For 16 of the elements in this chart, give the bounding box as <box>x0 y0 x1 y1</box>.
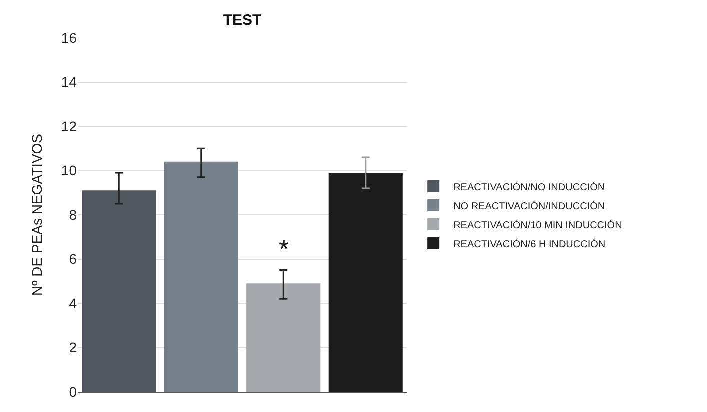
legend-label: NO REACTIVACIÓN/INDUCCIÓN <box>454 200 606 212</box>
legend-label: REACTIVACIÓN/6 H INDUCCIÓN <box>454 238 606 250</box>
y-tick-label: 0 <box>69 384 78 400</box>
y-tick-label: 6 <box>69 251 78 268</box>
y-axis-title: Nº DE PEAs NEGATIVOS <box>29 134 46 296</box>
y-tick-label: 4 <box>69 295 78 312</box>
y-tick-label: 16 <box>61 30 78 46</box>
legend-label: REACTIVACIÓN/NO INDUCCIÓN <box>454 181 606 194</box>
annotation: * <box>279 234 290 264</box>
y-tick-label: 14 <box>61 74 78 90</box>
y-tick-label: 12 <box>61 118 78 134</box>
y-tick-label: 8 <box>69 206 78 223</box>
y-tick-label: 2 <box>69 340 78 356</box>
y-tick-label: 10 <box>61 162 78 179</box>
chart-title: TEST <box>223 12 262 29</box>
legend-label: REACTIVACIÓN/10 MIN INDUCCIÓN <box>454 219 622 232</box>
